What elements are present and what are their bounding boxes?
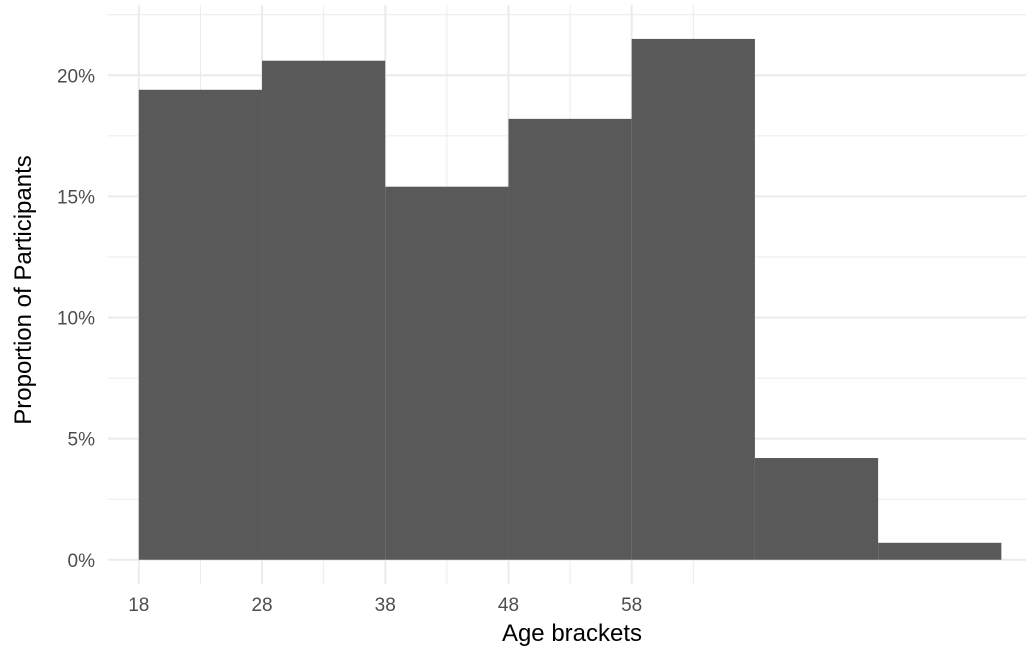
y-tick-labels: 0% 5% 10% 15% 20% (57, 66, 95, 572)
x-tick-labels: 18 28 38 48 58 (128, 595, 642, 616)
y-tick-label: 10% (57, 309, 95, 330)
histogram-bar (631, 38, 755, 560)
histogram-bar (508, 118, 632, 560)
y-axis-title: Proportion of Participants (10, 155, 37, 424)
x-tick-label: 48 (498, 595, 519, 616)
y-tick-label: 15% (57, 187, 95, 208)
histogram-bar (385, 186, 509, 560)
x-tick-label: 18 (128, 595, 149, 616)
x-tick-label: 58 (621, 595, 642, 616)
y-tick-label: 0% (68, 551, 96, 572)
histogram-bar (138, 89, 263, 560)
histogram-bar (754, 458, 879, 560)
y-tick-label: 5% (68, 430, 96, 451)
y-tick-label: 20% (57, 66, 95, 87)
histogram-bar (878, 542, 1002, 560)
x-tick-label: 38 (375, 595, 396, 616)
x-tick-label: 28 (251, 595, 272, 616)
histogram-bar (262, 60, 386, 560)
bars (138, 38, 1002, 560)
x-axis-title: Age brackets (502, 620, 642, 647)
